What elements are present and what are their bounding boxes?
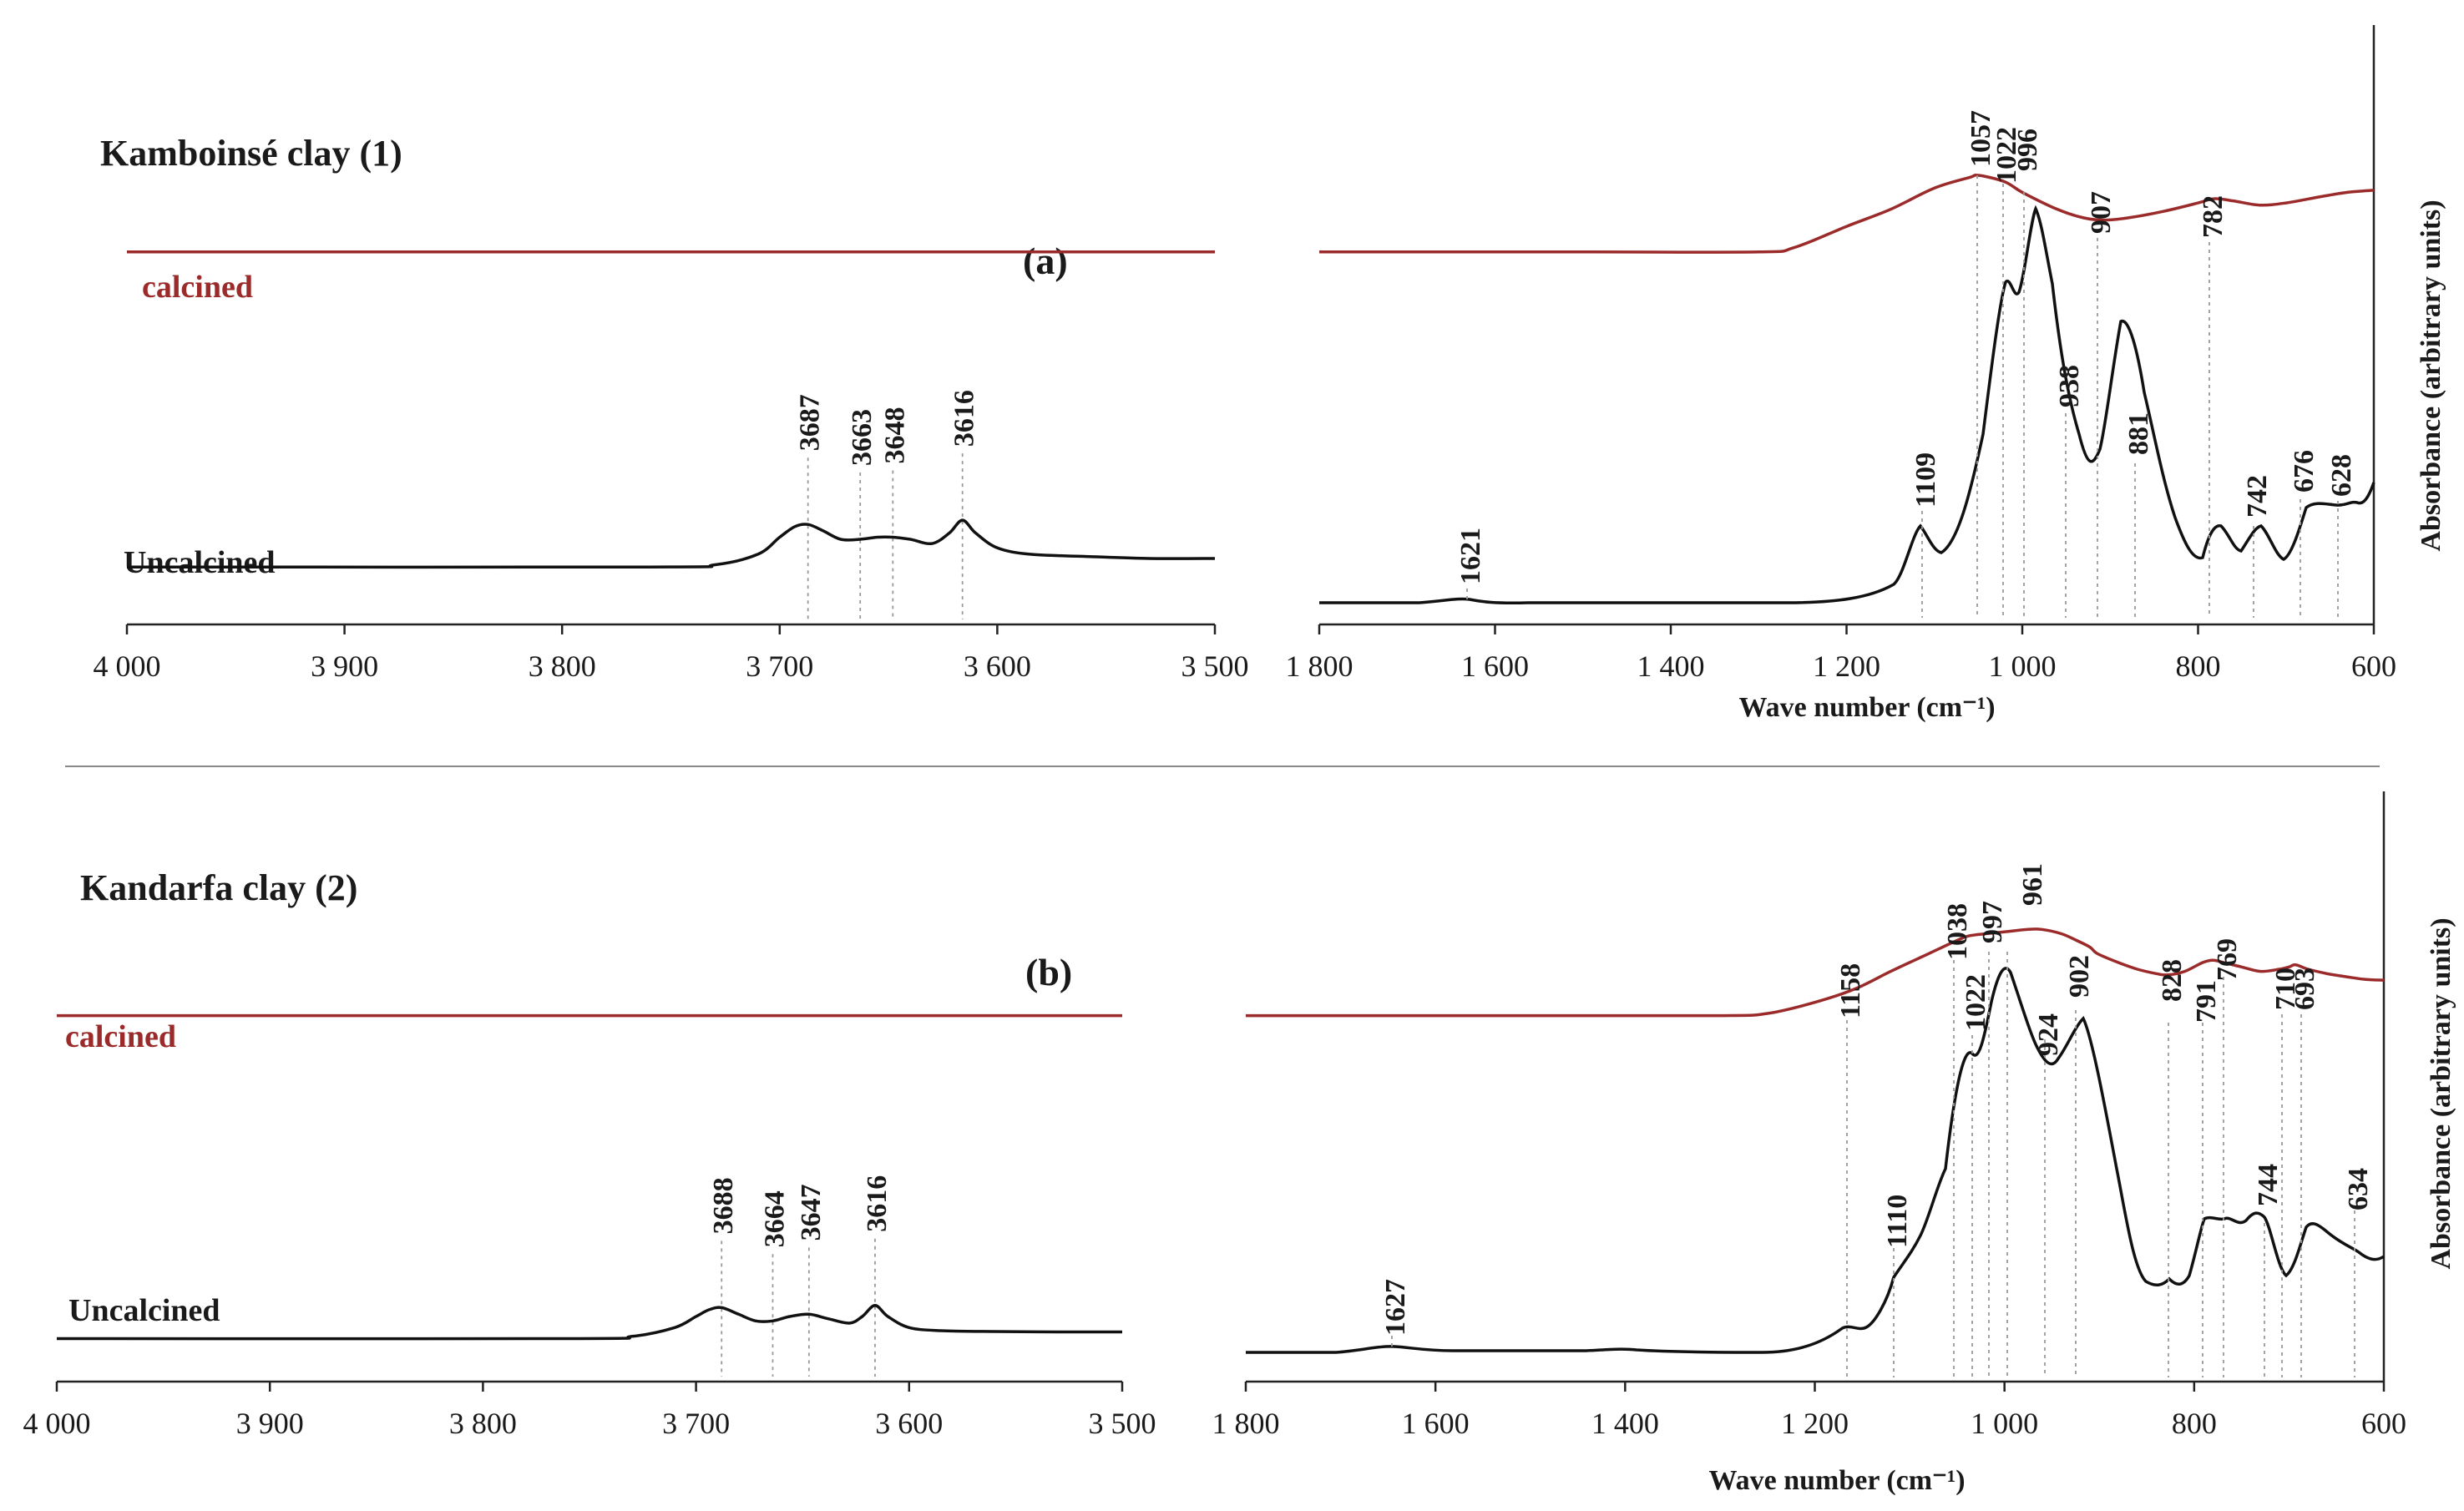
peak-b-1038: 1038 [1942,903,1973,960]
panel-b-right-tick-label: 1 600 [1402,1407,1470,1440]
panel-a-label: (a) [1023,240,1068,282]
peak-b-1022: 1022 [1961,974,1991,1031]
panel-a-right-tick-label: 800 [2176,649,2221,683]
panel-b-right-tick-label: 1 200 [1781,1407,1849,1440]
panel-b-left-tick-label: 3 600 [875,1407,943,1440]
panel-a-uncalcined-label: Uncalcined [124,545,276,580]
panel-b-y-axis-title: Absorbance (arbitrary units) [2426,917,2456,1269]
panel-b-left-ticks: 4 000 3 900 3 800 3 700 3 600 3 500 [23,1382,1156,1440]
peak-b-1158: 1158 [1835,963,1866,1018]
peak-a-782: 782 [2198,195,2229,238]
peak-label-3616: 3616 [949,390,980,447]
panel-b-left-tick-label: 3 700 [662,1407,730,1440]
panel-b: Kandarfa clay (2) (b) calcined Uncalcine… [23,791,2456,1496]
panel-a-left-uncalcined-line [126,518,1216,569]
panel-b-left-tick-label: 3 900 [236,1407,304,1440]
panel-a-right-calcined-line [1319,173,2375,254]
panel-a-left-tick-label: 3 800 [529,649,596,683]
peak-b-902: 902 [2064,955,2095,998]
peak-a-1057: 1057 [1966,110,1996,167]
peak-b-1110: 1110 [1882,1195,1913,1248]
peak-label-3648: 3648 [879,407,910,464]
peak-a-742: 742 [2242,475,2273,518]
panel-b-right-calcined-line [1245,927,2385,1018]
peak-a-907: 907 [2086,191,2117,234]
peak-label-3664: 3664 [759,1190,790,1247]
peak-label-3663: 3663 [847,409,878,466]
panel-b-right-tick-label: 800 [2172,1407,2217,1440]
panel-a-right-tick-label: 1 200 [1813,649,1880,683]
peak-b-710: 710 [2270,968,2301,1010]
peak-a-676: 676 [2289,450,2320,493]
peak-b-1627: 1627 [1380,1279,1411,1336]
peak-a-1022: 1022 [1991,127,2022,184]
peak-b-828: 828 [2157,959,2188,1002]
panel-a-left-ticks: 4 000 3 900 3 800 3 700 3 600 3 500 [94,624,1249,683]
panel-a: Kamboinsé clay (1) (a) calcined Uncalcin… [94,25,2446,723]
peak-b-744: 744 [2253,1164,2284,1206]
peak-b-634: 634 [2343,1168,2374,1210]
panel-a-left-tick-label: 4 000 [94,649,161,683]
panel-a-title: Kamboinsé clay (1) [100,133,402,174]
panel-b-left-uncalcined-line [56,1304,1123,1341]
peak-label-3687: 3687 [795,394,826,451]
panel-b-right-tick-label: 600 [2361,1407,2406,1440]
panel-b-left-tick-label: 3 500 [1089,1407,1156,1440]
peak-a-1621: 1621 [1455,528,1486,584]
peak-b-997: 997 [1977,901,2008,943]
panel-a-right-uncalcined-line [1319,205,2375,604]
panel-b-right-ticks: 1 800 1 600 1 400 1 200 1 000 800 600 [1212,1382,2406,1440]
panel-b-uncalcined-label: Uncalcined [68,1293,220,1328]
peak-b-791: 791 [2191,980,2222,1023]
panel-b-left-tick-label: 3 800 [449,1407,517,1440]
panel-b-right-tick-label: 1 800 [1212,1407,1280,1440]
panel-a-right-tick-label: 1 800 [1286,649,1353,683]
peak-b-769: 769 [2212,938,2243,981]
panel-a-right-tick-label: 1 600 [1461,649,1529,683]
peak-b-924: 924 [2033,1013,2064,1056]
panel-b-left-tick-label: 4 000 [23,1407,91,1440]
panel-a-right-tick-label: 600 [2351,649,2396,683]
peak-label-3616: 3616 [862,1175,893,1232]
panel-a-right-peaks: 1621 1109 1057 1022 996 938 907 881 782 … [1455,110,2357,618]
panel-b-calcined-label: calcined [65,1019,176,1054]
panel-a-right-tick-label: 1 400 [1637,649,1705,683]
panel-b-right-tick-label: 1 000 [1971,1407,2038,1440]
peak-label-3688: 3688 [708,1177,739,1234]
panel-a-y-axis-title: Absorbance (arbitrary units) [2416,200,2446,551]
peak-a-628: 628 [2326,454,2357,497]
panel-a-x-axis-title: Wave number (cm⁻¹) [1738,692,1995,723]
panel-a-right-tick-label: 1 000 [1989,649,2057,683]
peak-a-996: 996 [2012,129,2043,171]
panel-b-right-tick-label: 1 400 [1591,1407,1659,1440]
panel-b-right-peaks: 1627 1158 1110 1038 1022 997 961 924 902… [1380,863,2374,1377]
peak-b-961: 961 [2017,863,2048,906]
panel-b-label: (b) [1025,951,1072,993]
panel-a-calcined-label: calcined [142,270,253,305]
panel-a-left-tick-label: 3 900 [311,649,378,683]
peak-a-938: 938 [2054,365,2085,407]
panel-b-x-axis-title: Wave number (cm⁻¹) [1708,1465,1965,1496]
panel-a-left-tick-label: 3 500 [1181,649,1249,683]
panel-a-right-ticks: 1 800 1 600 1 400 1 200 1 000 800 600 [1286,624,2396,683]
panel-b-right-uncalcined-line [1246,967,2386,1354]
panel-a-left-tick-label: 3 600 [964,649,1031,683]
panel-a-left-tick-label: 3 700 [746,649,813,683]
peak-a-881: 881 [2123,412,2154,455]
panel-b-title: Kandarfa clay (2) [80,867,357,908]
peak-a-1109: 1109 [1910,452,1941,508]
peak-b-693: 693 [2289,968,2320,1010]
peak-label-3647: 3647 [796,1184,827,1241]
